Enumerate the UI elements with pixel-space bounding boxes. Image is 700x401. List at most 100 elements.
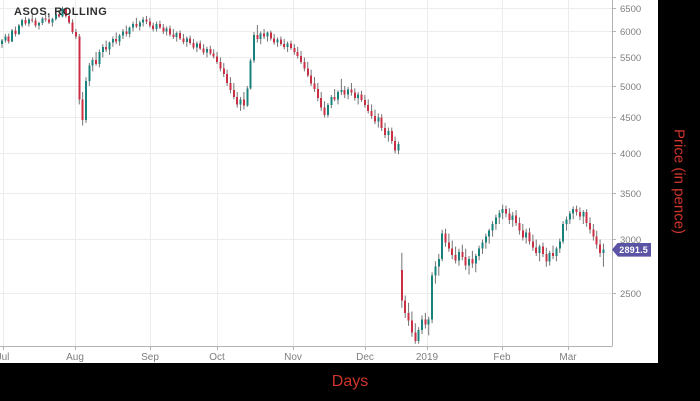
candle-down — [323, 107, 326, 115]
candle-up — [253, 34, 255, 61]
candle-down — [242, 99, 245, 106]
candle-down — [300, 55, 303, 62]
time-tick-label: Jul — [0, 352, 9, 363]
candle-down — [451, 248, 454, 255]
candle-down — [296, 52, 299, 56]
price-tick-label: 4000 — [620, 149, 641, 160]
candle-down — [316, 88, 319, 99]
candle-up — [118, 35, 121, 42]
candle-up — [138, 22, 141, 27]
candle-down — [78, 36, 81, 100]
candle-down — [471, 259, 474, 264]
candle-up — [1, 40, 3, 45]
candle-down — [518, 223, 521, 231]
time-tick-label: Aug — [66, 352, 84, 363]
candle-up — [175, 32, 178, 37]
price-tick-label: 6500 — [620, 4, 641, 15]
candle-down — [58, 14, 61, 17]
candlestick-chart[interactable]: 6500 6000 5500 5000 4500 4000 3500 3000 2500 Jul A… — [0, 0, 658, 363]
candle-up — [286, 43, 289, 47]
candle-down — [343, 90, 346, 95]
time-tick-label: Dec — [356, 352, 374, 363]
candle-down — [152, 25, 155, 29]
candle-up — [132, 24, 135, 28]
candle-down — [209, 48, 212, 54]
candle-up — [468, 259, 471, 266]
candle-up — [417, 329, 420, 341]
price-tick-label: 6000 — [620, 27, 641, 38]
candle-up — [88, 65, 91, 82]
candle-up — [377, 117, 380, 122]
candle-down — [279, 39, 282, 45]
candle-down — [158, 24, 161, 28]
candle-down — [283, 44, 286, 47]
candle-down — [447, 242, 450, 249]
candle-down — [367, 105, 370, 111]
candle-down — [515, 215, 518, 224]
candle-down — [105, 46, 108, 50]
price-tick-label: 5500 — [620, 53, 641, 64]
candle-down — [202, 48, 205, 53]
candle-up — [91, 60, 94, 66]
candle-up — [259, 33, 262, 40]
candle-up — [555, 248, 558, 256]
candle-up — [239, 99, 242, 105]
time-tick-label: Feb — [493, 352, 511, 363]
candle-up — [246, 88, 249, 106]
candle-down — [444, 233, 447, 243]
candle-up — [558, 241, 561, 249]
candle-down — [360, 94, 363, 101]
candle-up — [108, 42, 111, 50]
candle-down — [313, 83, 316, 89]
candle-up — [488, 230, 491, 237]
candle-up — [101, 46, 104, 53]
candle-down — [236, 96, 239, 105]
candle-up — [562, 223, 565, 242]
candle-up — [340, 90, 343, 92]
candle-down — [303, 61, 306, 69]
chart-panel: 6500 6000 5500 5000 4500 4000 3500 3000 2500 Jul A… — [0, 0, 658, 363]
candle-down — [169, 28, 171, 35]
candle-up — [330, 96, 333, 106]
candle-down — [508, 213, 511, 221]
candle-down — [370, 110, 373, 117]
candle-up — [498, 212, 501, 218]
candle-up — [474, 255, 477, 264]
candle-down — [505, 209, 507, 214]
candle-up — [441, 233, 444, 260]
candle-up — [572, 209, 575, 214]
candle-down — [306, 68, 309, 76]
candle-down — [24, 20, 27, 24]
candle-down — [273, 38, 276, 43]
candle-down — [407, 312, 410, 321]
candle-down — [162, 27, 165, 32]
candle-down — [310, 75, 313, 84]
candle-up — [565, 219, 568, 224]
candle-down — [68, 15, 71, 23]
candle-down — [454, 254, 457, 261]
candle-down — [219, 61, 222, 69]
candle-up — [427, 319, 430, 325]
candle-up — [431, 275, 434, 320]
candle-down — [189, 38, 192, 44]
candle-up — [61, 8, 64, 17]
candle-up — [568, 213, 571, 220]
candle-down — [64, 8, 67, 16]
candle-up — [54, 14, 57, 19]
candle-down — [212, 53, 215, 57]
candle-down — [289, 43, 292, 48]
time-tick-label: Oct — [209, 352, 225, 363]
candle-up — [249, 60, 252, 89]
candle-up — [387, 130, 390, 136]
candle-up — [41, 18, 44, 24]
candle-up — [484, 236, 487, 243]
candle-down — [95, 60, 98, 65]
price-tick-label: 4500 — [620, 113, 641, 124]
candle-up — [51, 18, 54, 23]
candle-down — [578, 211, 581, 217]
candle-down — [464, 257, 467, 266]
time-tick-label: 2019 — [416, 352, 439, 363]
candle-down — [172, 34, 175, 37]
time-tick-label: Mar — [559, 352, 577, 363]
symbol-title: ASOS, ROLLING — [14, 6, 108, 18]
